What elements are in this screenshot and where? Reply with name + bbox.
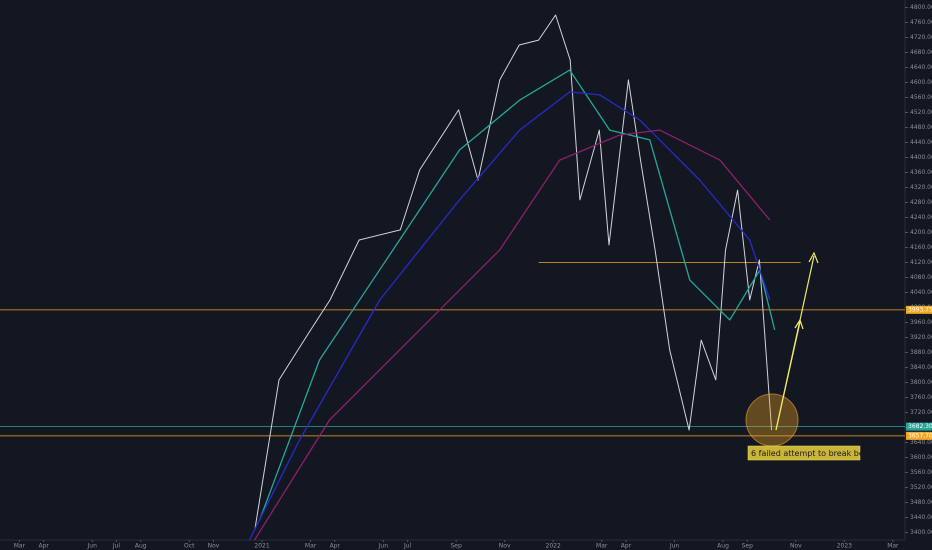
- x-tick-label: Apr: [330, 543, 341, 550]
- x-tick-label: Jun: [87, 543, 98, 550]
- x-tick-label: 2022: [546, 543, 561, 550]
- y-tick-label: 3880.00: [910, 349, 932, 356]
- highlight-circle: [745, 393, 799, 447]
- x-tick-label: Jul: [403, 543, 412, 550]
- y-tick-label: 4480.00: [910, 124, 932, 131]
- x-tick-label: Nov: [790, 543, 802, 550]
- x-tick-label: Jun: [378, 543, 389, 550]
- level-label: 3657.70: [908, 432, 932, 439]
- y-tick-label: 3840.00: [910, 364, 932, 371]
- y-tick-label: 3720.00: [910, 409, 932, 416]
- y-tick-label: 4160.00: [910, 244, 932, 251]
- y-tick-label: 3480.00: [910, 499, 932, 506]
- x-tick-label: Sep: [450, 543, 462, 550]
- annotation: 6 failed attempt to break below: [751, 449, 878, 458]
- y-tick-label: 4600.00: [910, 79, 932, 86]
- y-tick-label: 4200.00: [910, 229, 932, 236]
- y-tick-label: 4760.00: [910, 19, 932, 26]
- level-label-box: [906, 422, 932, 431]
- x-tick-label: 2023: [837, 543, 852, 550]
- x-tick-label: Nov: [208, 543, 220, 550]
- x-tick-label: Jun: [669, 543, 680, 550]
- x-tick-label: Mar: [887, 543, 899, 550]
- y-tick-label: 4640.00: [910, 64, 932, 71]
- series-line: [258, 69, 776, 521]
- y-tick-label: 4680.00: [910, 49, 932, 56]
- series-line: [253, 129, 771, 541]
- y-tick-label: 3800.00: [910, 379, 932, 386]
- y-tick-label: 3760.00: [910, 394, 932, 401]
- y-tick-label: 4560.00: [910, 94, 932, 101]
- level-label-box: [906, 431, 932, 440]
- level-label: 3993.75: [908, 306, 932, 313]
- y-tick-label: 4520.00: [910, 109, 932, 116]
- arrow: [775, 255, 815, 431]
- x-tick-label: Oct: [184, 543, 195, 550]
- series-line: [248, 91, 771, 541]
- y-tick-label: 3560.00: [910, 469, 932, 476]
- y-tick-label: 3640.00: [910, 439, 932, 446]
- x-tick-label: Aug: [717, 543, 729, 550]
- arrows: [775, 251, 819, 431]
- y-tick-label: 4320.00: [910, 184, 932, 191]
- y-tick-label: 4120.00: [910, 259, 932, 266]
- y-tick-label: 4720.00: [910, 34, 932, 41]
- x-tick-label: 2021: [254, 543, 269, 550]
- x-tick-label: Aug: [135, 543, 147, 550]
- y-tick-label: 3920.00: [910, 334, 932, 341]
- y-tick-label: 4280.00: [910, 199, 932, 206]
- y-tick-label: 3960.00: [910, 319, 932, 326]
- annotation-box: [747, 445, 861, 461]
- x-tick-label: Mar: [14, 543, 26, 550]
- y-tick-label: 4440.00: [910, 139, 932, 146]
- series-line: [254, 14, 773, 530]
- y-tick-label: 4360.00: [910, 169, 932, 176]
- y-tick-label: 3600.00: [910, 454, 932, 461]
- x-tick-label: Apr: [621, 543, 632, 550]
- y-tick-label: 3400.00: [910, 529, 932, 536]
- x-tick-label: Mar: [305, 543, 317, 550]
- x-tick-label: Apr: [38, 543, 49, 550]
- y-tick-label: 4240.00: [910, 214, 932, 221]
- level-label-box: [906, 305, 932, 314]
- arrow-head: [808, 251, 819, 264]
- y-tick-label: 4400.00: [910, 154, 932, 161]
- y-tick-label: 3520.00: [910, 484, 932, 491]
- x-tick-label: Nov: [499, 543, 511, 550]
- x-tick-label: Jul: [112, 543, 121, 550]
- y-tick-label: 4800.00: [910, 4, 932, 11]
- level-label: 3682.30: [908, 423, 932, 430]
- x-tick-label: Mar: [596, 543, 608, 550]
- x-tick-label: Sep: [742, 543, 754, 550]
- y-tick-label: 3440.00: [910, 514, 932, 521]
- y-tick-label: 4080.00: [910, 274, 932, 281]
- plot: [0, 7, 908, 542]
- y-tick-label: 4040.00: [910, 289, 932, 296]
